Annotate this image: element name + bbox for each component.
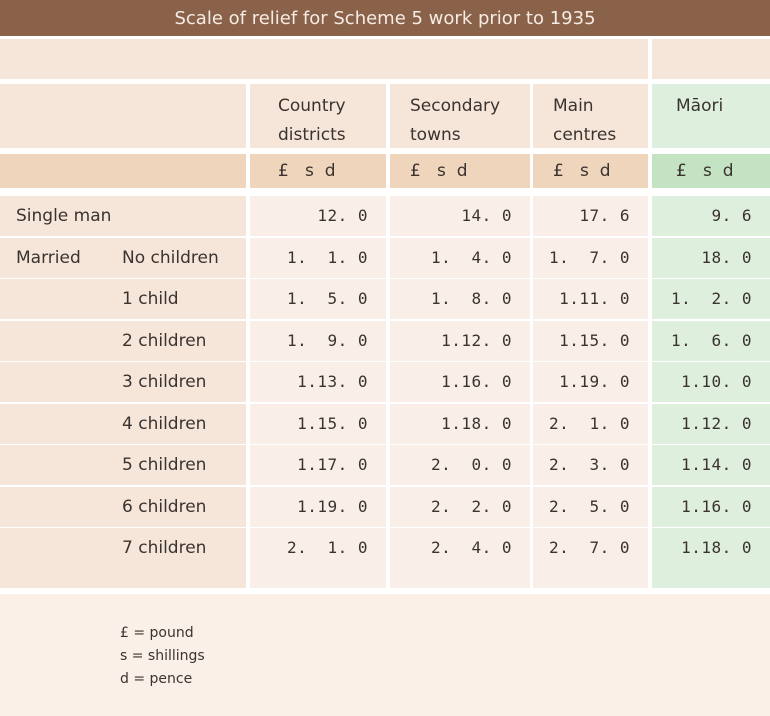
table-cell: 2. 0. 0 [390, 445, 530, 485]
table-cell: 2. 5. 0 [533, 486, 648, 527]
table-cell: 1.15. 0 [533, 320, 648, 361]
header-blank [0, 84, 246, 148]
table-cell: 1.11. 0 [533, 279, 648, 319]
table-cell: 1.17. 0 [250, 445, 386, 485]
table-cell: 1.18. 0 [390, 403, 530, 444]
row-sub-label: 3 children [122, 372, 207, 392]
column-header-main: Main centres [533, 84, 648, 148]
row-sub-label: 5 children [122, 455, 207, 475]
legend-area: £ = pound s = shillings d = pence [0, 594, 770, 716]
row-label: Married No children [0, 237, 246, 278]
header-line2: districts [278, 125, 346, 145]
currency-country: £ s d [250, 154, 386, 188]
table-cell: 2. 1. 0 [533, 403, 648, 444]
row-label: Single man [0, 196, 246, 236]
table-cell: 1. 1. 0 [250, 237, 386, 278]
column-header-secondary: Secondary towns [390, 84, 530, 148]
currency-maori: £ s d [652, 154, 770, 188]
row-label: 7 children [0, 528, 246, 588]
table-cell: 17. 6 [533, 196, 648, 236]
table-title: Scale of relief for Scheme 5 work prior … [0, 0, 770, 36]
table-cell: 14. 0 [390, 196, 530, 236]
table-cell: 1.15. 0 [250, 403, 386, 444]
currency-blank [0, 154, 246, 188]
table-cell: 1.10. 0 [652, 362, 770, 402]
header-line1: Country [278, 96, 346, 116]
row-label: 6 children [0, 486, 246, 527]
row-sub-label: 4 children [122, 413, 207, 434]
column-header-country: Country districts [250, 84, 386, 148]
row-sub-label: 1 child [122, 289, 179, 309]
table-cell: 1.14. 0 [652, 445, 770, 485]
spacer-row [0, 39, 648, 79]
row-sub-label: No children [122, 247, 219, 268]
row-label: 3 children [0, 362, 246, 402]
legend: £ = pound s = shillings d = pence [120, 622, 205, 691]
legend-pence: d = pence [120, 671, 193, 687]
table-cell: 12. 0 [250, 196, 386, 236]
currency-main: £ s d [533, 154, 648, 188]
table-cell: 1.13. 0 [250, 362, 386, 402]
header-line2: towns [410, 125, 461, 145]
table-cell: 2. 3. 0 [533, 445, 648, 485]
table-cell: 1. 8. 0 [390, 279, 530, 319]
row-label: 4 children [0, 403, 246, 444]
table-cell: 1.12. 0 [390, 320, 530, 361]
table-cell: 1.16. 0 [652, 486, 770, 527]
header-line1: Main [553, 96, 594, 116]
table-cell: 1. 7. 0 [533, 237, 648, 278]
row-label: 5 children [0, 445, 246, 485]
table-cell: 2. 1. 0 [250, 528, 386, 588]
table-cell: 9. 6 [652, 196, 770, 236]
row-group-label: Single man [16, 206, 112, 226]
row-sub-label: 7 children [122, 538, 207, 558]
header-line1: Māori [676, 96, 724, 116]
table-cell: 1. 4. 0 [390, 237, 530, 278]
header-line1: Secondary [410, 96, 501, 116]
table-cell: 1.12. 0 [652, 403, 770, 444]
table-cell: 1.19. 0 [533, 362, 648, 402]
table-cell: 2. 7. 0 [533, 528, 648, 588]
table-cell: 1.18. 0 [652, 528, 770, 588]
row-group-label: Married [16, 247, 81, 268]
table-cell: 1. 2. 0 [652, 279, 770, 319]
spacer-row-maori [652, 39, 770, 79]
table-cell: 18. 0 [652, 237, 770, 278]
table-cell: 1. 9. 0 [250, 320, 386, 361]
table-cell: 1.16. 0 [390, 362, 530, 402]
row-label: 2 children [0, 320, 246, 361]
header-line2: centres [553, 125, 617, 145]
table-cell: 2. 2. 0 [390, 486, 530, 527]
table-cell: 1. 5. 0 [250, 279, 386, 319]
column-header-maori: Māori [652, 84, 770, 148]
row-sub-label: 6 children [122, 496, 207, 517]
legend-shillings: s = shillings [120, 648, 205, 664]
legend-pound: £ = pound [120, 625, 194, 641]
table-cell: 2. 4. 0 [390, 528, 530, 588]
currency-secondary: £ s d [390, 154, 530, 188]
row-sub-label: 2 children [122, 330, 207, 351]
table-cell: 1. 6. 0 [652, 320, 770, 361]
table-cell: 1.19. 0 [250, 486, 386, 527]
row-label: 1 child [0, 279, 246, 319]
